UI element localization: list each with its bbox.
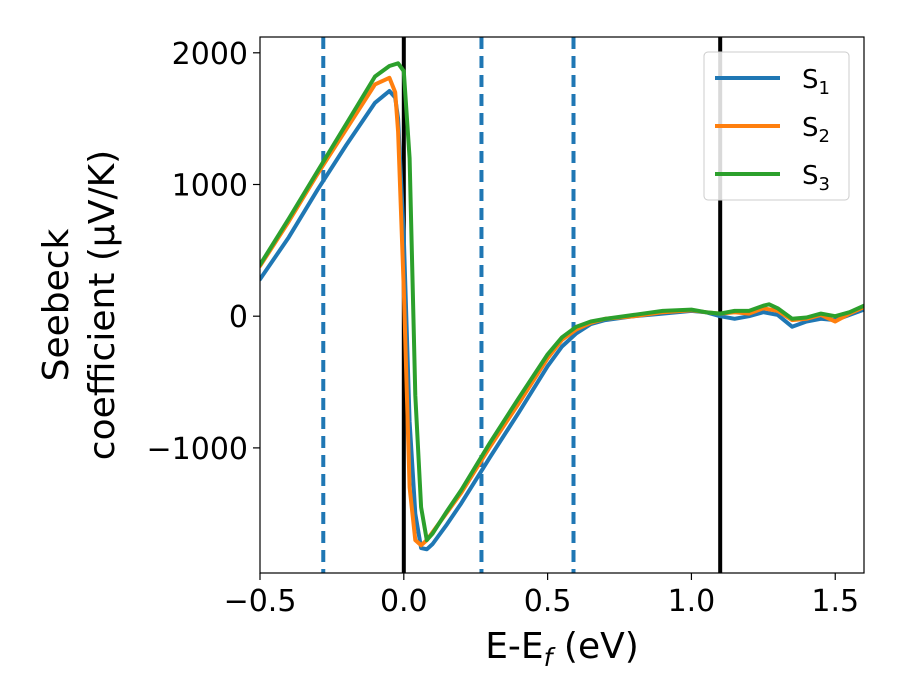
x-tick-label: 0.0: [380, 584, 428, 619]
y-axis-title-line1: Seebeck: [36, 228, 77, 381]
reference-lines: [321, 37, 723, 573]
x-tick-label: 1.0: [668, 584, 716, 619]
x-tick-label: 0.5: [524, 584, 572, 619]
y-axis-title-line2: coefficient (μV/K): [82, 150, 123, 460]
x-axis: −0.5 0.0 0.5 1.0 1.5: [224, 573, 859, 619]
y-tick-label: 0: [229, 300, 248, 335]
x-tick-label: 1.5: [811, 584, 859, 619]
plot-frame: [259, 36, 865, 574]
series-line-s2: [260, 75, 864, 548]
legend: S1 S2 S3: [703, 51, 850, 201]
y-axis: 2000 1000 0 −1000: [147, 37, 260, 467]
x-tick-label: −0.5: [224, 584, 297, 619]
legend-label-s2: S2: [802, 113, 830, 147]
y-tick-label: 1000: [172, 168, 248, 203]
legend-label-s3: S3: [802, 161, 830, 195]
legend-label-s1: S1: [802, 65, 830, 99]
series-layer: [260, 61, 864, 552]
y-axis-title: Seebeck coefficient (μV/K): [36, 150, 123, 460]
series-line-s3: [260, 61, 864, 543]
x-axis-title: E-Ef (eV): [485, 626, 639, 672]
y-tick-label: 2000: [172, 37, 248, 72]
y-tick-label: −1000: [147, 432, 248, 467]
